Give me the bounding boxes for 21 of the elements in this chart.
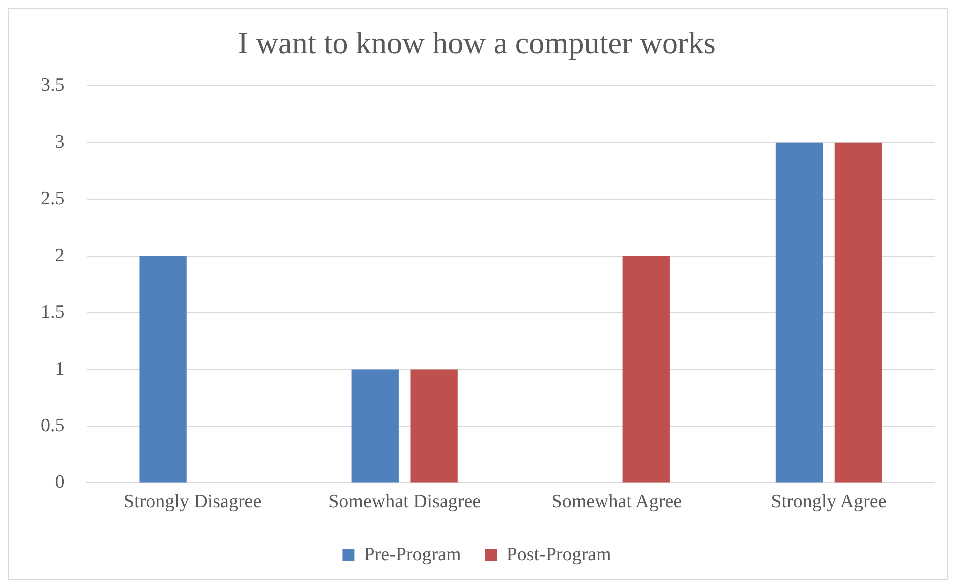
x-tick-label: Strongly Disagree [124, 492, 262, 513]
y-tick-label: 0 [55, 472, 65, 494]
chart-title: I want to know how a computer works [238, 26, 716, 61]
bar [140, 256, 187, 483]
bar [622, 256, 670, 483]
y-tick-label: 2.5 [41, 188, 65, 210]
bar [834, 142, 882, 483]
y-tick-label: 1 [55, 358, 65, 380]
x-tick-label: Somewhat Disagree [328, 492, 482, 513]
legend-label: Pre-Program [364, 544, 462, 566]
x-tick-label: Somewhat Agree [552, 492, 682, 513]
legend-label: Post-Program [506, 544, 612, 566]
y-tick-label: 3 [55, 132, 65, 153]
y-tick-label: 1.5 [41, 302, 65, 324]
y-tick-label: 0.5 [41, 415, 65, 436]
bar [776, 142, 824, 483]
bar [410, 370, 458, 483]
y-tick-label: 3.5 [41, 75, 65, 96]
x-tick-label: Strongly Agree [771, 492, 887, 513]
bar [352, 370, 399, 483]
y-tick-label: 2 [55, 245, 65, 266]
